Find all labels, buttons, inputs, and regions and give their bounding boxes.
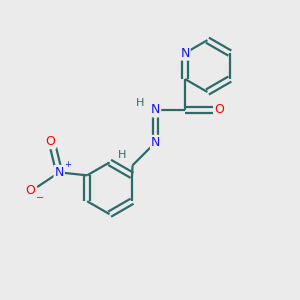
Text: N: N: [151, 103, 160, 116]
Text: O: O: [45, 135, 55, 148]
Text: +: +: [64, 160, 71, 169]
Text: N: N: [180, 46, 190, 60]
Text: −: −: [36, 193, 44, 203]
Text: N: N: [55, 166, 64, 179]
Text: O: O: [26, 184, 36, 196]
Text: N: N: [151, 136, 160, 149]
Text: O: O: [214, 103, 224, 116]
Text: H: H: [118, 150, 126, 160]
Text: H: H: [136, 98, 144, 109]
